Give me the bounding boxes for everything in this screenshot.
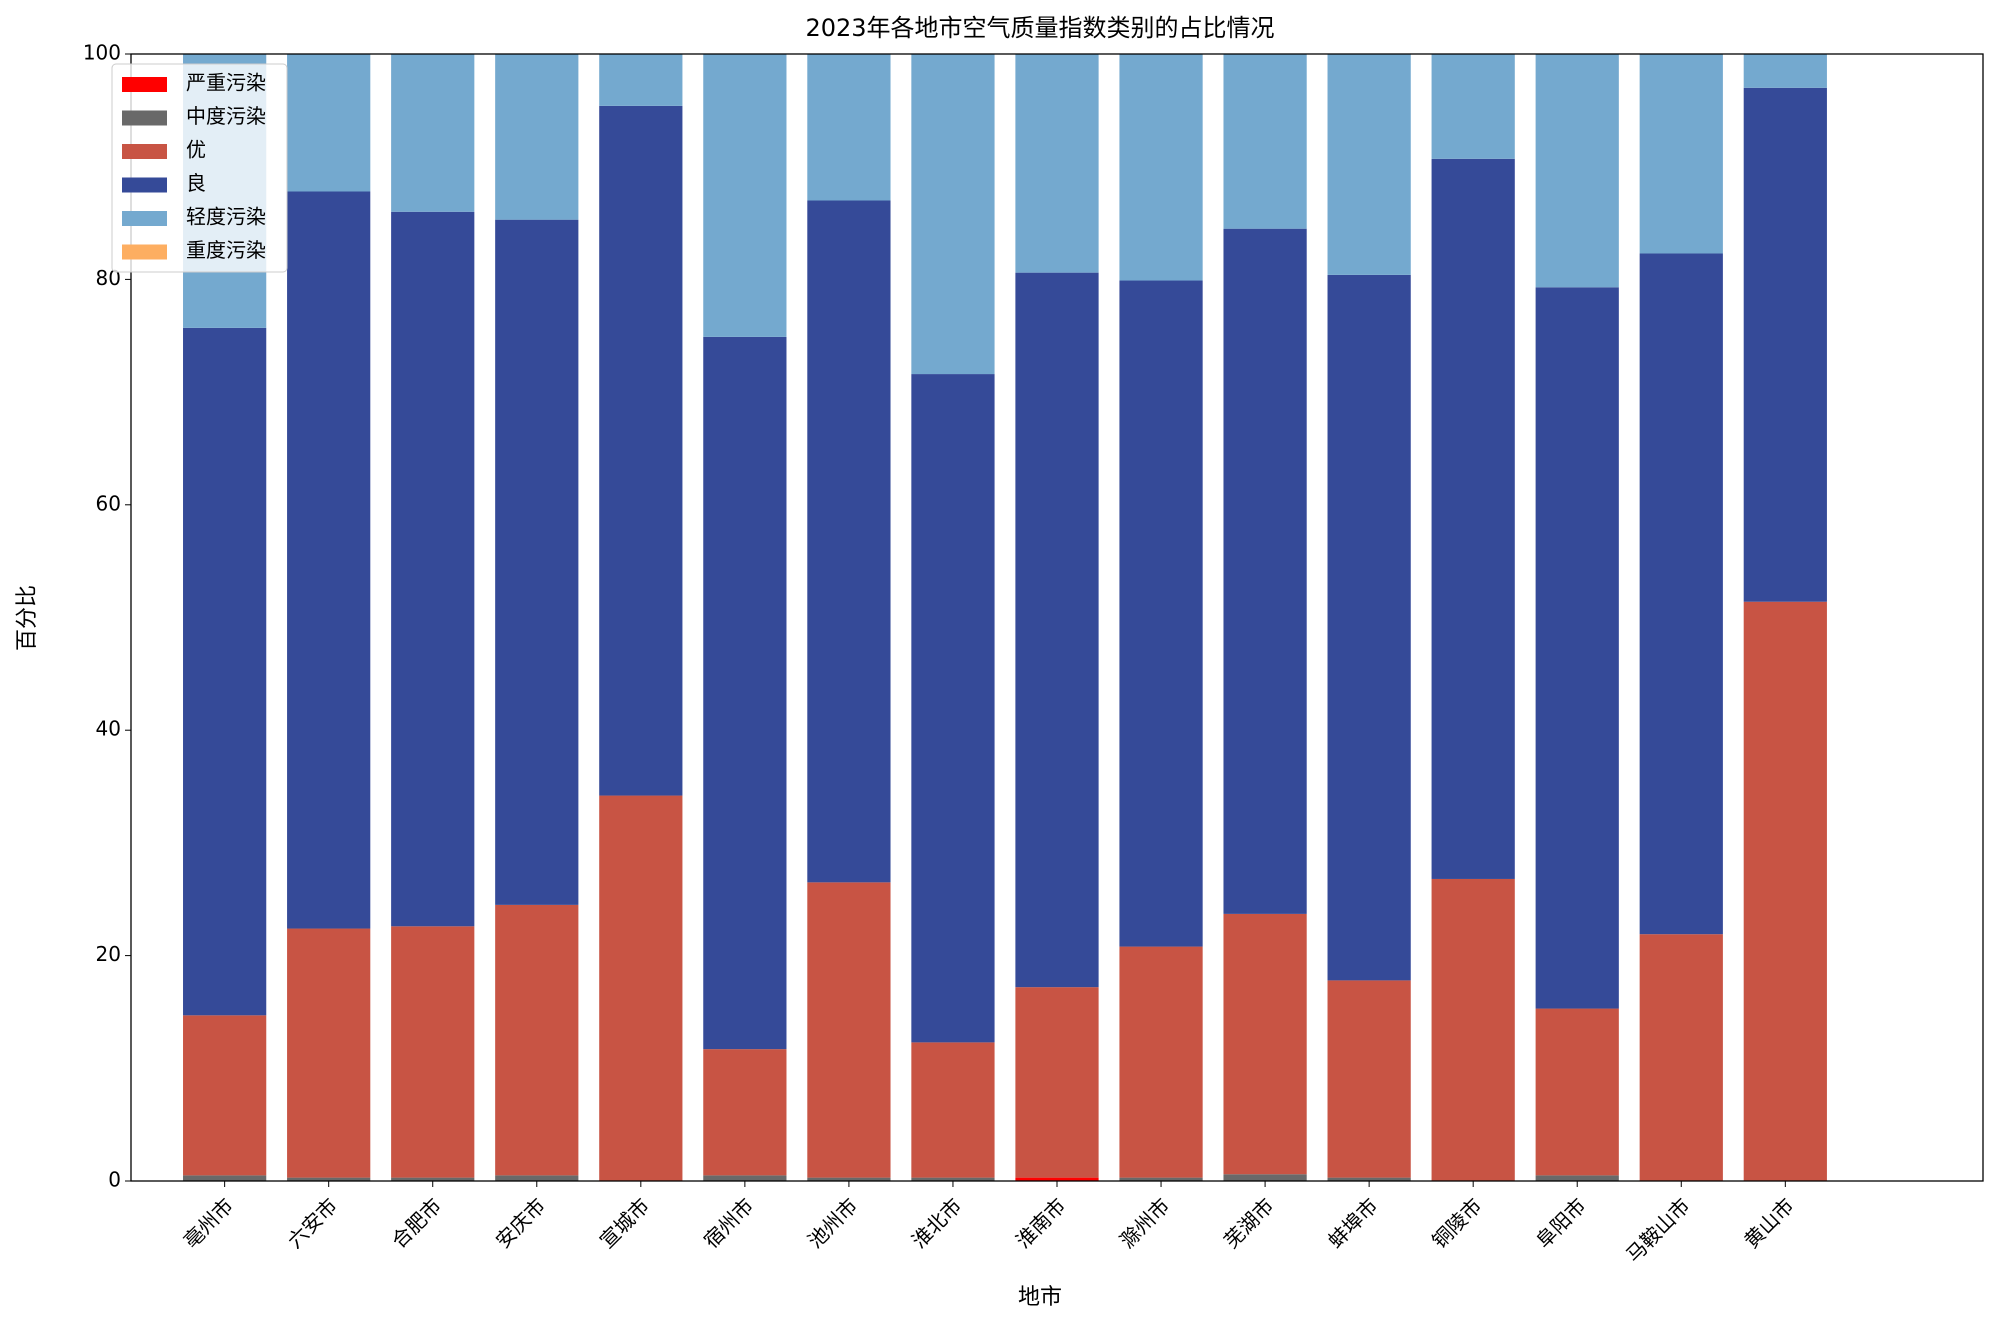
bar-segment: [1431, 158, 1515, 879]
x-tick-label: 淮南市: [1011, 1193, 1070, 1252]
x-tick-label: 宣城市: [595, 1193, 654, 1252]
bar-segment: [391, 211, 475, 927]
bar-segment: [807, 54, 891, 201]
legend-label: 中度污染: [186, 104, 266, 128]
x-tick-label: 宿州市: [699, 1193, 758, 1252]
bar-segment: [1327, 274, 1411, 981]
legend-swatch: [122, 110, 167, 126]
legend-label: 严重污染: [186, 71, 266, 95]
bar-segment: [911, 374, 995, 1043]
bar-segment: [183, 327, 267, 1016]
legend-swatch: [122, 144, 167, 159]
bar-segment: [183, 1175, 267, 1181]
y-tick-label: 40: [96, 717, 121, 741]
x-tick-label: 黄山市: [1739, 1193, 1798, 1252]
bar-segment: [807, 200, 891, 883]
y-axis-label: 百分比: [15, 585, 40, 651]
y-tick-label: 100: [83, 41, 121, 65]
bar-segment: [1015, 272, 1099, 988]
bar-segment: [183, 1015, 267, 1176]
bar-segment: [1327, 1177, 1411, 1181]
bar-segment: [391, 926, 475, 1178]
legend-label: 重度污染: [186, 238, 266, 262]
bar-segment: [911, 54, 995, 375]
bar-segment: [911, 1177, 995, 1181]
x-tick-label: 合肥市: [387, 1193, 446, 1252]
bar-segment: [287, 54, 371, 192]
x-tick-label: 蚌埠市: [1323, 1193, 1382, 1252]
bar-segment: [1223, 913, 1307, 1175]
x-tick-label: 阜阳市: [1531, 1193, 1590, 1252]
bar-segment: [1535, 287, 1619, 1009]
bar-segment: [1431, 54, 1515, 159]
bar-segment: [1743, 54, 1827, 88]
bar-segment: [1327, 54, 1411, 275]
bar-segment: [1743, 87, 1827, 602]
bar-segment: [1015, 987, 1099, 1178]
x-tick-label: 芜湖市: [1219, 1193, 1278, 1252]
bar-segment: [599, 54, 683, 106]
legend-swatch: [122, 77, 167, 92]
bar-segment: [1119, 1177, 1203, 1181]
bar-segment: [287, 191, 371, 929]
bar-segment: [1639, 54, 1723, 254]
bar-segment: [495, 219, 579, 905]
x-tick-label: 亳州市: [179, 1193, 238, 1252]
bar-segment: [495, 1175, 579, 1181]
bar-segment: [495, 904, 579, 1176]
bar-segment: [1119, 280, 1203, 947]
x-axis-label: 地市: [1018, 1285, 1062, 1310]
legend-swatch: [122, 211, 167, 226]
bar-segment: [703, 336, 787, 1050]
bar-segment: [1015, 54, 1099, 273]
bar-segment: [1015, 1177, 1099, 1181]
bar-segment: [703, 54, 787, 337]
bar-segment: [1327, 980, 1411, 1178]
bar-segment: [1535, 1175, 1619, 1181]
legend-label: 优: [186, 138, 206, 162]
bar-segment: [1223, 228, 1307, 914]
bar-segment: [911, 1042, 995, 1178]
legend-label: 良: [186, 171, 206, 195]
bar-segment: [391, 1177, 475, 1181]
bar-segment: [1535, 54, 1619, 288]
x-tick-label: 淮北市: [907, 1193, 966, 1252]
x-tick-label: 铜陵市: [1427, 1193, 1486, 1252]
bar-segment: [703, 1175, 787, 1181]
legend-swatch: [122, 177, 167, 193]
bar-segment: [807, 882, 891, 1178]
x-tick-label: 六安市: [283, 1193, 342, 1252]
legend-swatch: [122, 244, 167, 260]
x-tick-label: 安庆市: [491, 1193, 550, 1252]
bar-segment: [599, 105, 683, 796]
x-tick-label: 马鞍山市: [1621, 1193, 1695, 1267]
y-tick-label: 0: [108, 1168, 121, 1192]
bar-segment: [1639, 253, 1723, 935]
chart-title: 2023年各地市空气质量指数类别的占比情况: [805, 14, 1274, 42]
bar-segment: [1535, 1008, 1619, 1176]
x-tick-label: 池州市: [803, 1193, 862, 1252]
bar-segment: [1223, 1174, 1307, 1181]
bar-segment: [391, 54, 475, 212]
bar-segment: [703, 1049, 787, 1176]
bar-segment: [1431, 878, 1515, 1181]
bar-segment: [1743, 601, 1827, 1181]
y-tick-label: 60: [96, 491, 121, 515]
bar-segment: [1119, 946, 1203, 1178]
bar-segment: [495, 54, 579, 220]
bar-segment: [1119, 54, 1203, 281]
legend-label: 轻度污染: [186, 205, 266, 229]
bar-segment: [807, 1177, 891, 1181]
plot-frame: [130, 53, 1984, 1182]
bar-segment: [287, 928, 371, 1178]
bar-segment: [287, 1177, 371, 1181]
bar-segment: [1223, 54, 1307, 229]
bar-segment: [599, 795, 683, 1181]
x-tick-label: 滁州市: [1115, 1193, 1174, 1252]
y-tick-label: 20: [96, 942, 121, 966]
bar-segment: [1639, 934, 1723, 1181]
